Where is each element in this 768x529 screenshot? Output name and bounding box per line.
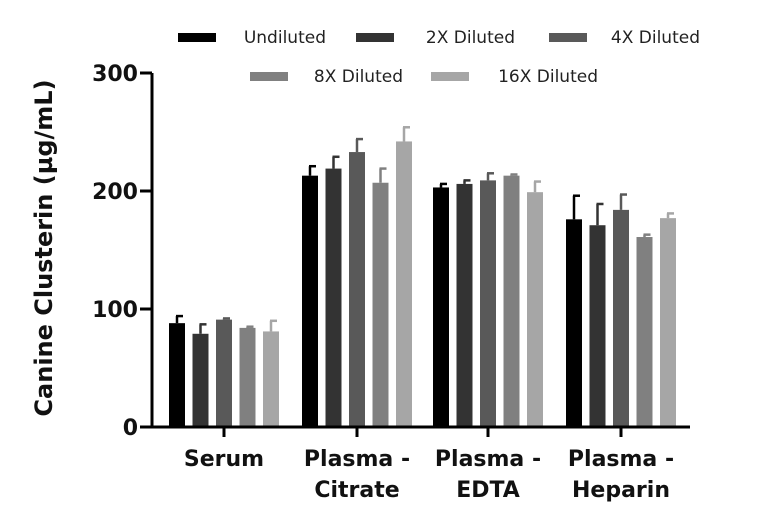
bar-undiluted-2	[433, 187, 449, 427]
y-tick-label: 300	[92, 62, 138, 87]
bar-16x-diluted-0	[263, 331, 279, 427]
y-ticks: 0 100 200 300	[92, 62, 152, 441]
bar-2x-diluted-3	[589, 225, 606, 427]
x-category-label: Citrate	[314, 478, 399, 503]
legend-swatch	[549, 33, 587, 42]
bar-8x-diluted-0	[239, 327, 256, 427]
legend-label: 8X Diluted	[314, 67, 403, 87]
legend-swatch	[250, 72, 288, 81]
bar-2x-diluted-0	[192, 333, 209, 427]
legend-label: Undiluted	[244, 28, 326, 48]
legend-swatch	[356, 33, 394, 42]
bar-16x-diluted-1	[396, 141, 412, 427]
x-category-label: Plasma -	[435, 447, 541, 472]
bar-2x-diluted-2	[456, 183, 473, 427]
y-tick-label: 100	[92, 298, 138, 323]
bar-undiluted-0	[169, 323, 185, 427]
x-category-label: Heparin	[572, 478, 670, 503]
bars	[169, 126, 676, 427]
legend-swatch	[178, 33, 216, 42]
y-axis-label: Canine Clusterin (µg/mL)	[30, 79, 58, 416]
legend-label: 16X Diluted	[498, 67, 598, 87]
bar-4x-diluted-0	[216, 319, 232, 427]
bar-4x-diluted-3	[613, 209, 629, 427]
y-tick-label: 200	[92, 180, 138, 205]
bar-undiluted-1	[302, 175, 318, 427]
bar-2x-diluted-1	[325, 168, 342, 427]
bar-16x-diluted-2	[527, 192, 543, 427]
bar-8x-diluted-3	[636, 237, 653, 427]
legend-label: 2X Diluted	[426, 28, 515, 48]
bar-16x-diluted-3	[660, 218, 676, 427]
bar-undiluted-3	[566, 219, 582, 427]
y-tick-label: 0	[123, 416, 138, 441]
legend: Undiluted 2X Diluted 4X Diluted 8X Diluted 1…	[178, 28, 700, 87]
bar-8x-diluted-1	[372, 182, 389, 427]
bar-4x-diluted-2	[480, 180, 496, 427]
legend-label: 4X Diluted	[611, 28, 700, 48]
bar-8x-diluted-2	[503, 175, 520, 427]
x-category-label: Serum	[184, 447, 264, 472]
x-labels: Serum Plasma - Citrate Plasma - EDTA Plasma -…	[184, 427, 674, 503]
legend-swatch	[431, 72, 469, 81]
x-category-label: Plasma -	[304, 447, 410, 472]
x-category-label: Plasma -	[568, 447, 674, 472]
x-category-label: EDTA	[456, 478, 520, 503]
bar-4x-diluted-1	[349, 152, 365, 427]
axes	[150, 73, 690, 429]
